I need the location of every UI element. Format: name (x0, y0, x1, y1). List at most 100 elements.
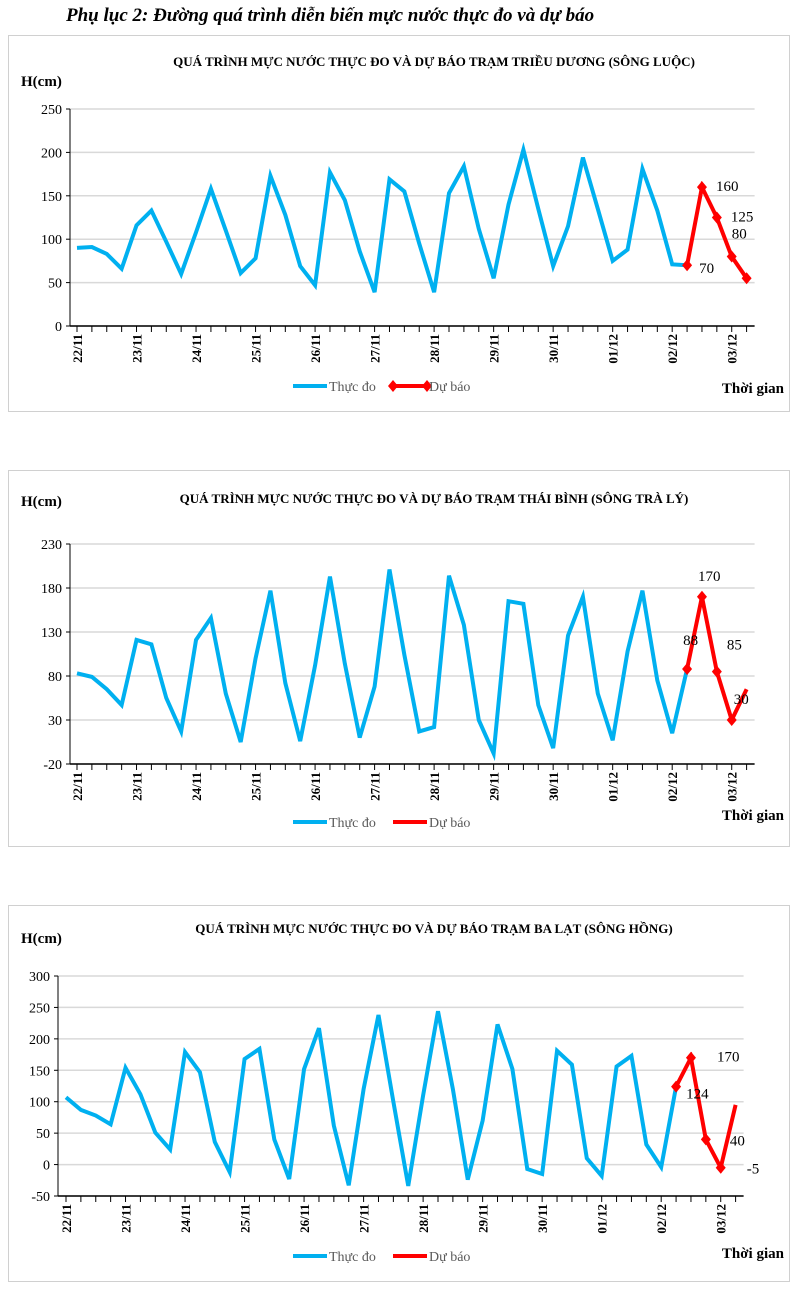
x-tick-label: 02/12 (665, 772, 680, 802)
chart-ba-lat: QUÁ TRÌNH MỰC NƯỚC THỰC ĐO VÀ DỰ BÁO TRẠ… (8, 905, 790, 1282)
x-tick-label: 22/11 (70, 334, 85, 363)
x-tick-label: 30/11 (546, 334, 561, 363)
y-axis-label: H(cm) (21, 494, 62, 510)
x-tick-label: 01/12 (606, 772, 621, 802)
chart-svg: QUÁ TRÌNH MỰC NƯỚC THỰC ĐO VÀ DỰ BÁO TRẠ… (21, 54, 785, 397)
x-tick-label: 24/11 (189, 772, 204, 801)
legend-label: Dự báo (429, 1250, 470, 1265)
x-tick-label: 03/12 (725, 334, 740, 364)
legend-marker (422, 380, 432, 392)
y-tick-label: 200 (41, 146, 62, 161)
x-tick-label: 30/11 (535, 1204, 550, 1233)
forecast-marker (685, 1051, 696, 1064)
x-tick-label: 01/12 (606, 334, 621, 364)
forecast-marker (700, 1133, 711, 1146)
y-tick-label: 100 (29, 1096, 50, 1111)
y-axis-label: H(cm) (21, 74, 62, 90)
legend-label: Dự báo (429, 816, 470, 831)
x-tick-label: 26/11 (297, 1204, 312, 1233)
chart-trieu-duong: QUÁ TRÌNH MỰC NƯỚC THỰC ĐO VÀ DỰ BÁO TRẠ… (8, 35, 790, 412)
x-tick-label: 23/11 (130, 334, 145, 363)
chart-title: QUÁ TRÌNH MỰC NƯỚC THỰC ĐO VÀ DỰ BÁO TRẠ… (180, 491, 689, 506)
forecast-marker (696, 181, 707, 194)
forecast-marker (715, 1161, 726, 1174)
x-tick-label: 28/11 (427, 772, 442, 801)
x-tick-label: 22/11 (59, 1204, 74, 1233)
x-tick-label: 30/11 (546, 772, 561, 801)
forecast-marker (726, 714, 737, 726)
y-tick-label: 0 (43, 1159, 50, 1174)
x-tick-label: 25/11 (238, 1204, 253, 1233)
y-tick-label: 150 (29, 1064, 50, 1079)
forecast-line (674, 1051, 738, 1174)
forecast-marker (671, 1080, 682, 1093)
y-tick-label: 50 (36, 1127, 50, 1142)
y-tick-label: 180 (41, 582, 62, 597)
chart-title: QUÁ TRÌNH MỰC NƯỚC THỰC ĐO VÀ DỰ BÁO TRẠ… (173, 54, 695, 69)
observed-line (76, 569, 690, 762)
data-label: 70 (699, 261, 714, 277)
legend-label: Thực đo (329, 1250, 376, 1265)
x-tick-label: 26/11 (308, 772, 323, 801)
x-tick-label: 25/11 (249, 772, 264, 801)
x-tick-label: 28/11 (427, 334, 442, 363)
y-tick-label: 30 (48, 714, 62, 729)
y-tick-label: 230 (41, 538, 62, 553)
y-tick-label: -20 (43, 758, 62, 773)
data-label: 85 (727, 638, 742, 654)
x-axis-label: Thời gian (722, 1246, 785, 1262)
chart-svg: QUÁ TRÌNH MỰC NƯỚC THỰC ĐO VÀ DỰ BÁO TRẠ… (21, 491, 785, 831)
y-tick-label: 100 (41, 233, 62, 248)
data-label: 80 (732, 227, 747, 243)
data-label: 125 (731, 210, 754, 226)
x-tick-label: 02/12 (654, 1204, 669, 1234)
data-label: 170 (717, 1050, 740, 1066)
x-tick-label: 01/12 (595, 1204, 610, 1234)
page-title: Phụ lục 2: Đường quá trình diễn biến mực… (66, 5, 595, 26)
x-axis-label: Thời gian (722, 808, 785, 824)
x-tick-label: 24/11 (189, 334, 204, 363)
x-tick-label: 29/11 (487, 772, 502, 801)
y-tick-label: 250 (41, 103, 62, 118)
x-tick-label: 03/12 (714, 1204, 729, 1234)
legend-label: Dự báo (429, 380, 470, 395)
x-tick-label: 27/11 (368, 772, 383, 801)
chart-title: QUÁ TRÌNH MỰC NƯỚC THỰC ĐO VÀ DỰ BÁO TRẠ… (195, 921, 673, 936)
y-tick-label: 250 (29, 1001, 50, 1016)
y-tick-label: 150 (41, 190, 62, 205)
x-tick-label: 03/12 (725, 772, 740, 802)
x-tick-label: 26/11 (308, 334, 323, 363)
forecast-marker (726, 250, 737, 263)
forecast-marker (741, 272, 752, 285)
x-tick-label: 23/11 (119, 1204, 134, 1233)
legend-label: Thực đo (329, 816, 376, 831)
forecast-marker (711, 665, 722, 678)
y-tick-label: 300 (29, 970, 50, 985)
x-tick-label: 24/11 (178, 1204, 193, 1233)
data-label: -5 (747, 1162, 760, 1178)
data-label: 160 (716, 179, 739, 195)
x-tick-label: 25/11 (249, 334, 264, 363)
legend-marker (388, 380, 398, 392)
data-label: 30 (734, 692, 749, 708)
legend-label: Thực đo (329, 380, 376, 395)
chart-thai-binh: QUÁ TRÌNH MỰC NƯỚC THỰC ĐO VÀ DỰ BÁO TRẠ… (8, 470, 790, 847)
x-tick-label: 29/11 (487, 334, 502, 363)
x-tick-label: 29/11 (476, 1204, 491, 1233)
x-axis-label: Thời gian (722, 381, 785, 397)
data-label: 124 (686, 1087, 709, 1103)
data-label: 170 (698, 569, 721, 585)
forecast-marker (682, 662, 693, 675)
x-tick-label: 27/11 (357, 1204, 372, 1233)
x-tick-label: 02/12 (665, 334, 680, 364)
x-tick-label: 28/11 (416, 1204, 431, 1233)
y-tick-label: 130 (41, 626, 62, 641)
y-tick-label: 200 (29, 1033, 50, 1048)
data-label: 88 (683, 633, 698, 649)
y-tick-label: 80 (48, 670, 62, 685)
x-tick-label: 23/11 (130, 772, 145, 801)
forecast-marker (711, 211, 722, 224)
x-tick-label: 22/11 (70, 772, 85, 801)
observed-line (64, 1010, 679, 1187)
x-tick-label: 27/11 (368, 334, 383, 363)
